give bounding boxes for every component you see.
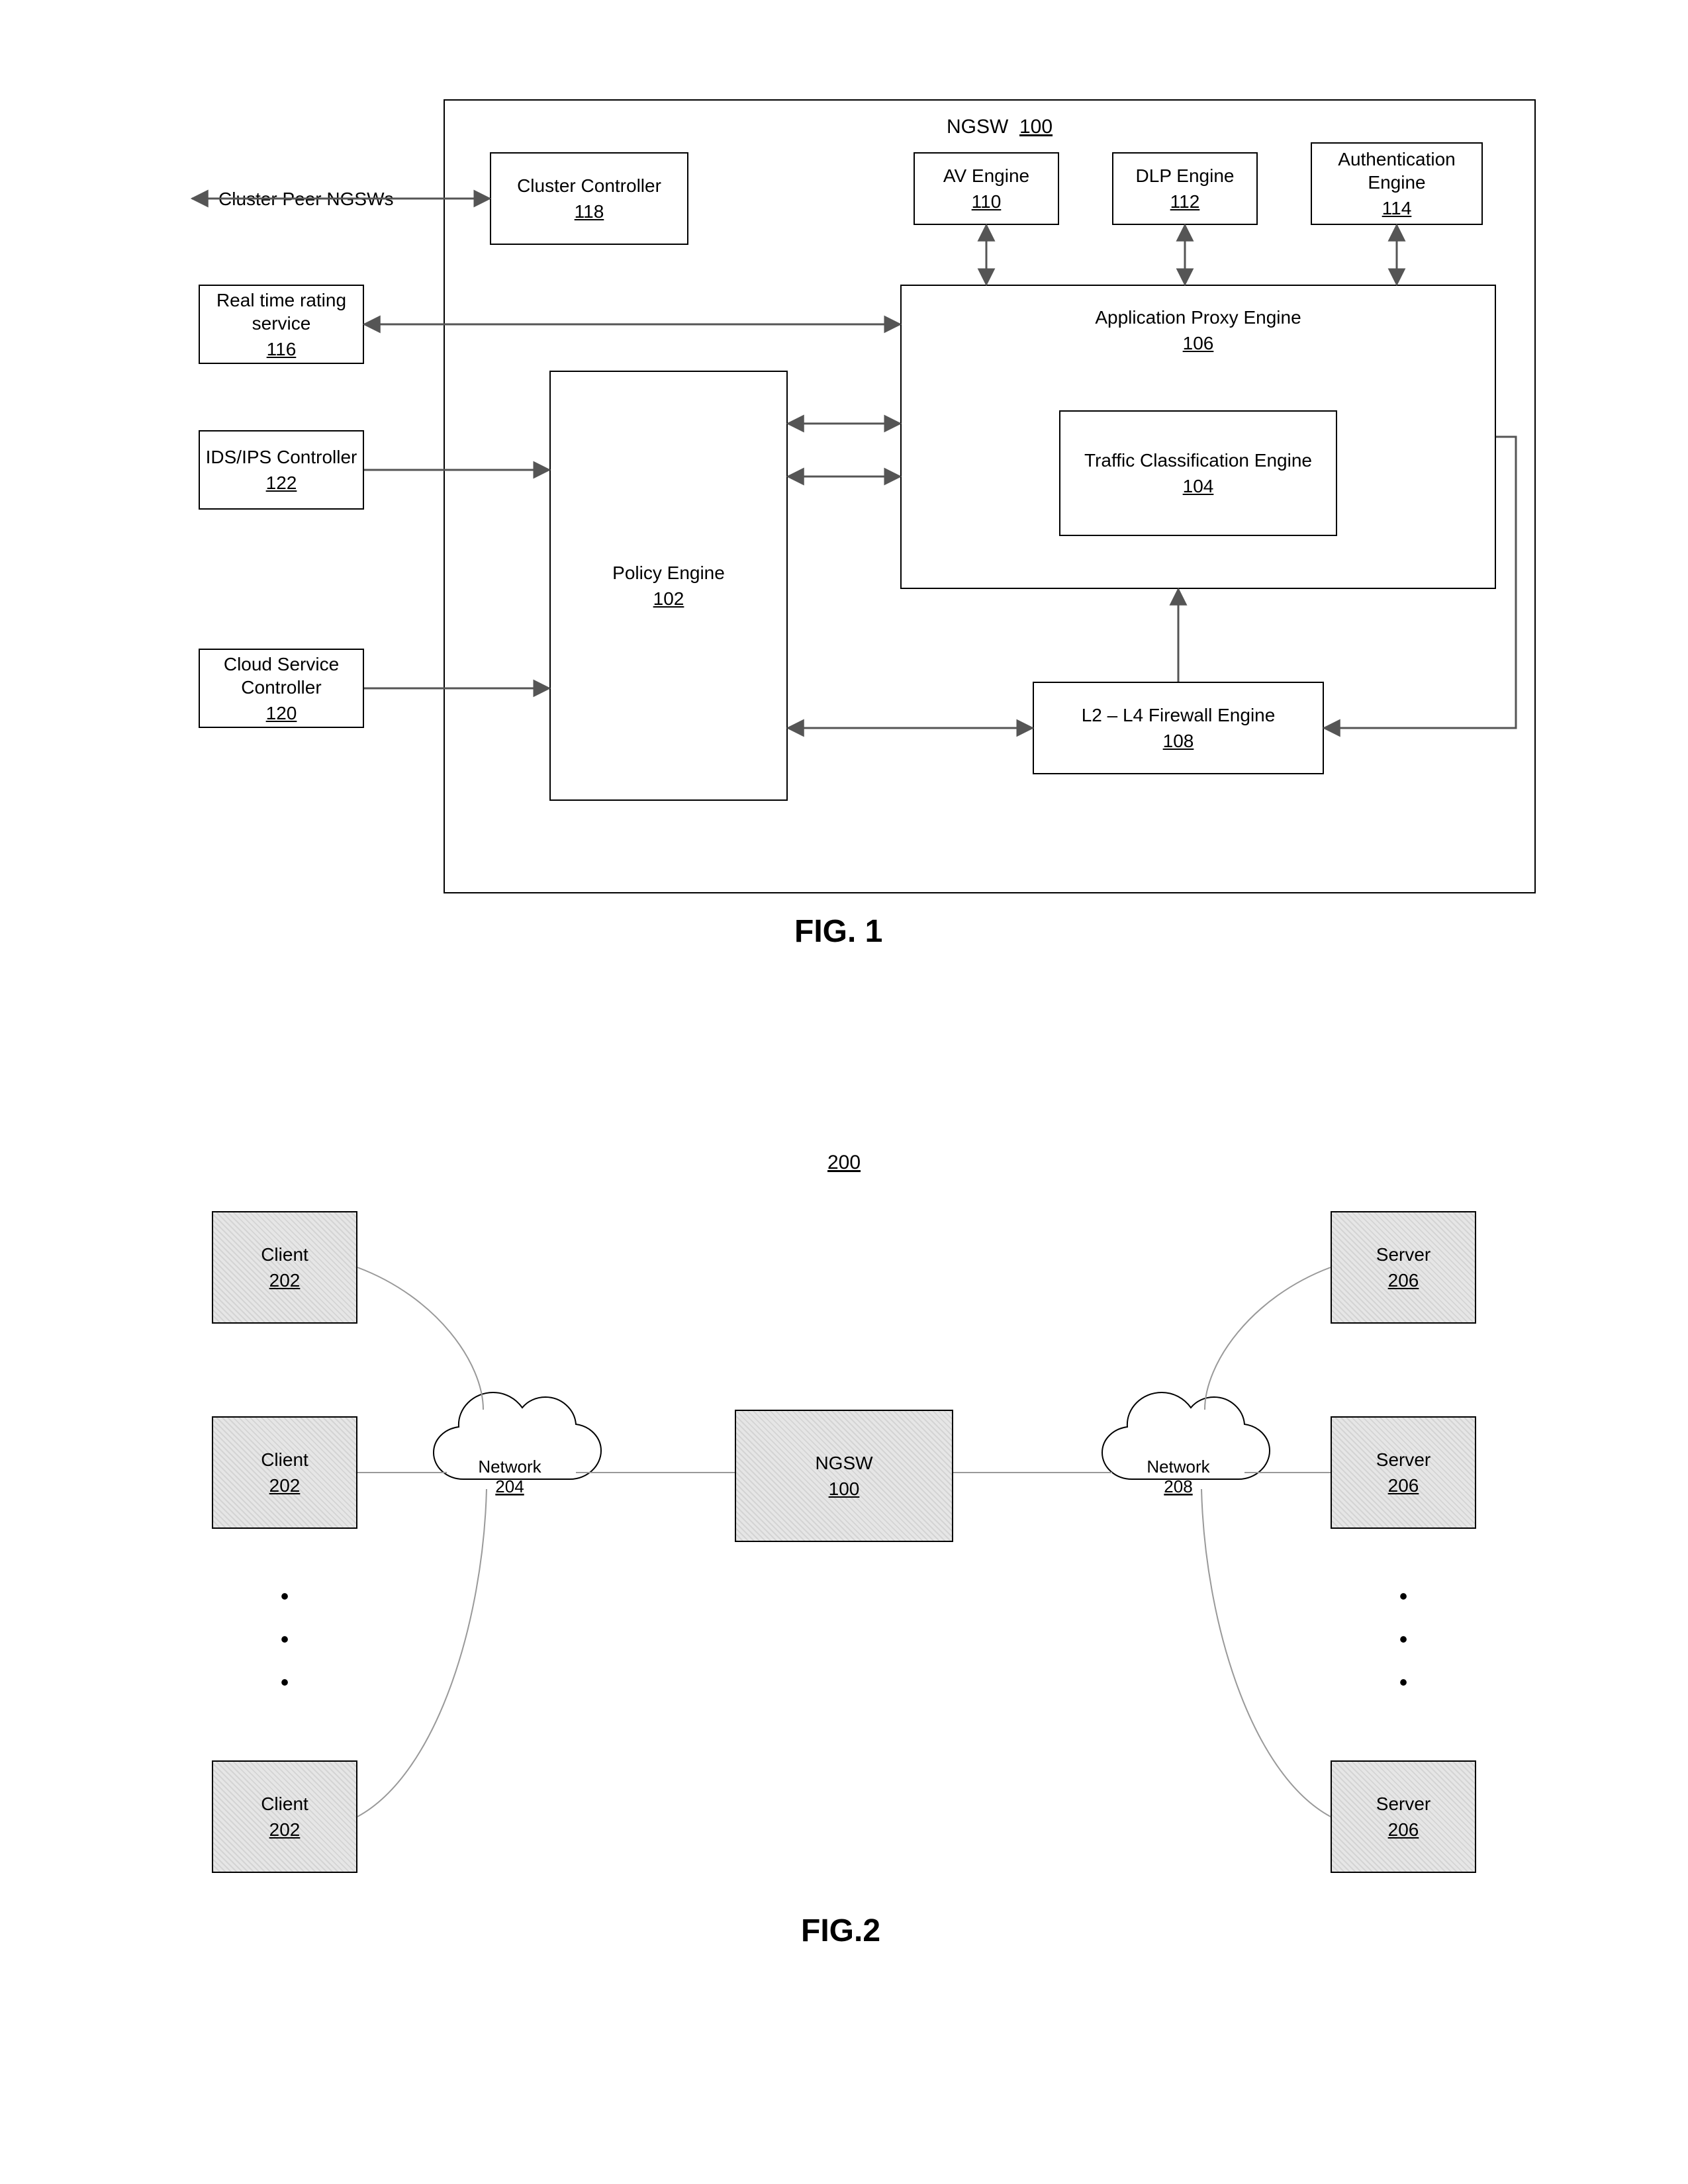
traffic-class-box: Traffic Classification Engine 104: [1059, 410, 1337, 536]
cluster-controller-box: Cluster Controller 118: [490, 152, 688, 245]
server-box: Server 206: [1331, 1760, 1476, 1873]
cluster-peer-label: Cluster Peer NGSWs: [218, 189, 394, 210]
server-ref: 206: [1388, 1474, 1419, 1497]
ids-ips-label: IDS/IPS Controller: [206, 445, 357, 469]
dlp-engine-ref: 112: [1170, 190, 1200, 213]
ngsw-center-label: NGSW: [815, 1451, 872, 1475]
server-label: Server: [1376, 1243, 1430, 1266]
server-ref: 206: [1388, 1269, 1419, 1292]
svg-text:208: 208: [1164, 1477, 1192, 1496]
auth-engine-label: Authentication Engine: [1312, 148, 1481, 194]
policy-engine-box: Policy Engine 102: [549, 371, 788, 801]
cloud-icon: Network 204: [434, 1392, 601, 1496]
server-ref: 206: [1388, 1818, 1419, 1841]
client-ref: 202: [269, 1474, 301, 1497]
cloud-service-box: Cloud Service Controller 120: [199, 649, 364, 728]
ids-ips-box: IDS/IPS Controller 122: [199, 430, 364, 510]
auth-engine-ref: 114: [1382, 197, 1412, 220]
client-box: Client 202: [212, 1416, 357, 1529]
cloud-service-ref: 120: [266, 702, 297, 725]
fig1-caption: FIG. 1: [794, 913, 882, 950]
svg-text:Network: Network: [478, 1457, 541, 1477]
ngsw-center-box: NGSW 100: [735, 1410, 953, 1542]
client-label: Client: [261, 1243, 308, 1266]
av-engine-label: AV Engine: [943, 164, 1029, 187]
client-ref: 202: [269, 1269, 301, 1292]
ngsw-title: NGSW 100: [947, 116, 1053, 138]
ngsw-title-label: NGSW: [947, 116, 1008, 138]
client-box: Client 202: [212, 1760, 357, 1873]
cloud-service-label: Cloud Service Controller: [200, 653, 363, 699]
policy-engine-label: Policy Engine: [612, 561, 725, 584]
ids-ips-ref: 122: [266, 471, 297, 494]
l2l4-firewall-ref: 108: [1163, 729, 1194, 752]
ellipsis-dots: •••: [1393, 1575, 1413, 1704]
auth-engine-box: Authentication Engine 114: [1311, 142, 1483, 225]
server-label: Server: [1376, 1792, 1430, 1815]
traffic-class-ref: 104: [1183, 475, 1214, 498]
cloud-icon: Network 208: [1102, 1392, 1270, 1496]
ngsw-title-ref: 100: [1019, 116, 1053, 138]
server-label: Server: [1376, 1448, 1430, 1471]
client-label: Client: [261, 1448, 308, 1471]
fig2-caption: FIG.2: [801, 1913, 880, 1949]
dlp-engine-label: DLP Engine: [1136, 164, 1235, 187]
av-engine-ref: 110: [972, 190, 1002, 213]
fig2-system-ref: 200: [827, 1152, 861, 1174]
rating-service-label: Real time rating service: [200, 289, 363, 335]
av-engine-box: AV Engine 110: [914, 152, 1059, 225]
cluster-controller-label: Cluster Controller: [517, 174, 661, 197]
client-label: Client: [261, 1792, 308, 1815]
ellipsis-dots: •••: [275, 1575, 295, 1704]
app-proxy-label: Application Proxy Engine: [1095, 306, 1301, 329]
l2l4-firewall-box: L2 – L4 Firewall Engine 108: [1033, 682, 1324, 774]
ngsw-center-ref: 100: [829, 1477, 860, 1500]
client-box: Client 202: [212, 1211, 357, 1324]
rating-service-box: Real time rating service 116: [199, 285, 364, 364]
svg-text:Network: Network: [1147, 1457, 1210, 1477]
dlp-engine-box: DLP Engine 112: [1112, 152, 1258, 225]
app-proxy-ref: 106: [1183, 332, 1214, 355]
server-box: Server 206: [1331, 1211, 1476, 1324]
l2l4-firewall-label: L2 – L4 Firewall Engine: [1082, 704, 1276, 727]
cluster-controller-ref: 118: [575, 200, 604, 223]
traffic-class-label: Traffic Classification Engine: [1084, 449, 1312, 472]
client-ref: 202: [269, 1818, 301, 1841]
rating-service-ref: 116: [267, 338, 297, 361]
policy-engine-ref: 102: [653, 587, 684, 610]
page: NGSW 100 Cluster Controller 118 AV Engin…: [0, 0, 1688, 2184]
svg-text:204: 204: [495, 1477, 524, 1496]
server-box: Server 206: [1331, 1416, 1476, 1529]
